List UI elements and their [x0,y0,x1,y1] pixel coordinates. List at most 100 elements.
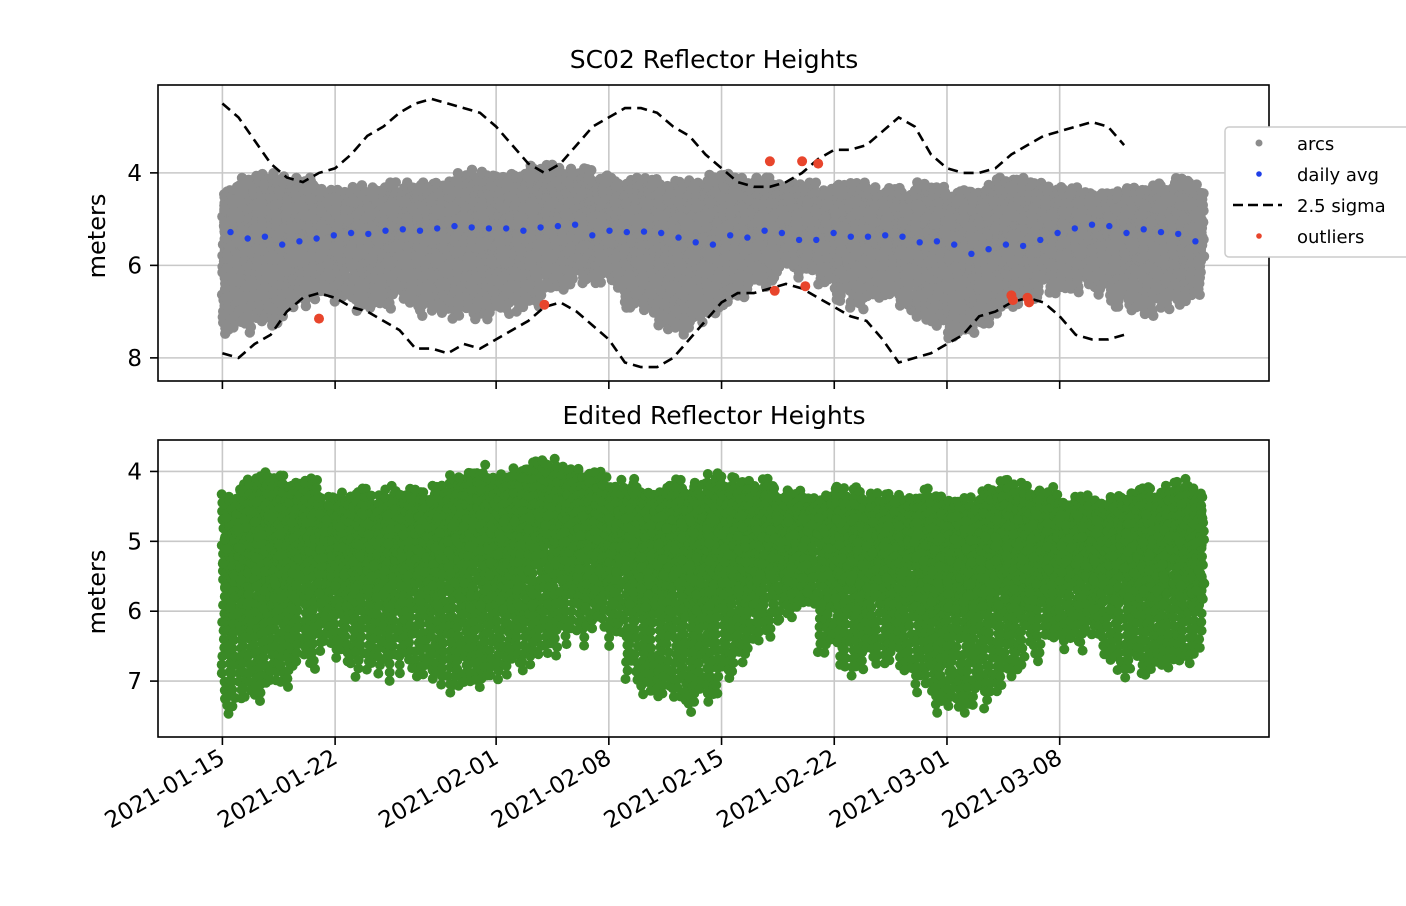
arc-point [802,197,813,209]
arc-point [767,221,778,232]
arc-point [620,245,631,256]
arc-point [496,249,507,260]
arc-point [288,257,299,268]
arc-point [417,310,428,321]
arc-point [739,246,750,257]
arc-point [858,304,869,315]
arc-point [300,300,312,312]
arc-point [363,211,374,222]
arc-point [640,205,651,217]
arc-point [595,277,606,288]
arc-point [768,198,779,209]
arc-point [255,208,267,220]
arc-point [557,256,568,267]
arc-point [560,207,571,218]
arc-point [684,218,696,230]
arc-point [814,254,825,266]
arc-point [784,257,795,268]
arc-point [475,236,486,248]
arc-point [449,203,460,214]
arc-point [476,200,488,211]
arc-point [219,203,230,215]
arc-point [769,250,780,262]
arc-point [804,239,815,250]
arc-point [830,208,841,220]
arc-point [546,228,557,239]
arc-point [222,252,234,264]
arc-point [525,201,536,212]
arc-point [255,195,266,207]
top-chart-title: SC02 Reflector Heights [570,45,859,74]
arc-point [257,219,268,230]
arc-point [701,221,713,232]
arc-point [704,197,716,208]
arc-point [863,209,874,220]
arc-point [526,258,537,270]
arc-point [353,219,365,230]
arc-point [834,295,846,306]
arc-point [385,303,396,314]
arc-point [766,241,778,252]
arc-point [683,322,694,333]
arc-point [719,244,730,255]
arc-point [784,195,795,207]
arc-point [330,206,341,218]
arc-point [732,255,743,266]
arc-point [637,260,648,271]
arc-point [720,221,732,232]
arc-point [835,238,846,249]
arc-point [499,258,511,269]
arc-point [323,257,334,269]
arc-point [572,252,583,263]
arc-point [429,256,441,267]
arc-point [333,249,344,260]
arc-point [462,212,473,224]
arc-point [453,310,465,321]
arc-point [251,256,263,267]
arc-point [367,255,378,266]
arc-point [781,213,792,224]
arc-point [387,289,399,300]
arc-point [673,197,684,209]
arc-point [797,257,809,268]
arc-point [565,279,576,290]
arc-point [848,197,859,208]
arc-point [272,229,283,240]
arc-point [593,248,605,259]
arc-point [315,206,327,218]
arc-point [793,272,804,283]
arc-point [218,220,230,232]
arc-point [494,236,505,248]
arc-point [298,202,309,213]
arc-point [690,253,701,265]
arc-point [703,250,714,262]
arc-point [267,250,278,261]
arc-point [286,230,297,242]
arcs-series [216,159,1210,344]
arc-point [525,232,536,243]
arc-point [675,258,686,269]
arc-point [225,240,236,252]
top-marks [216,97,1210,369]
arc-point [431,209,442,220]
arc-point [636,240,647,251]
arc-point [444,258,455,270]
arc-point [228,322,239,333]
arc-point [820,217,831,229]
arc-point [288,204,299,216]
arc-point [863,245,875,256]
arc-point [395,196,407,207]
arc-point [401,213,413,224]
arc-point [629,298,640,309]
arc-point [557,232,568,243]
arc-point [863,257,874,268]
arc-point [285,239,296,250]
top-panel: SC02 Reflector Heights 468 meters [83,45,1270,389]
arc-point [605,234,616,245]
arc-point [235,195,246,207]
arc-point [299,256,310,267]
arc-point [528,214,539,225]
arc-point [652,198,663,209]
arc-point [513,213,524,224]
